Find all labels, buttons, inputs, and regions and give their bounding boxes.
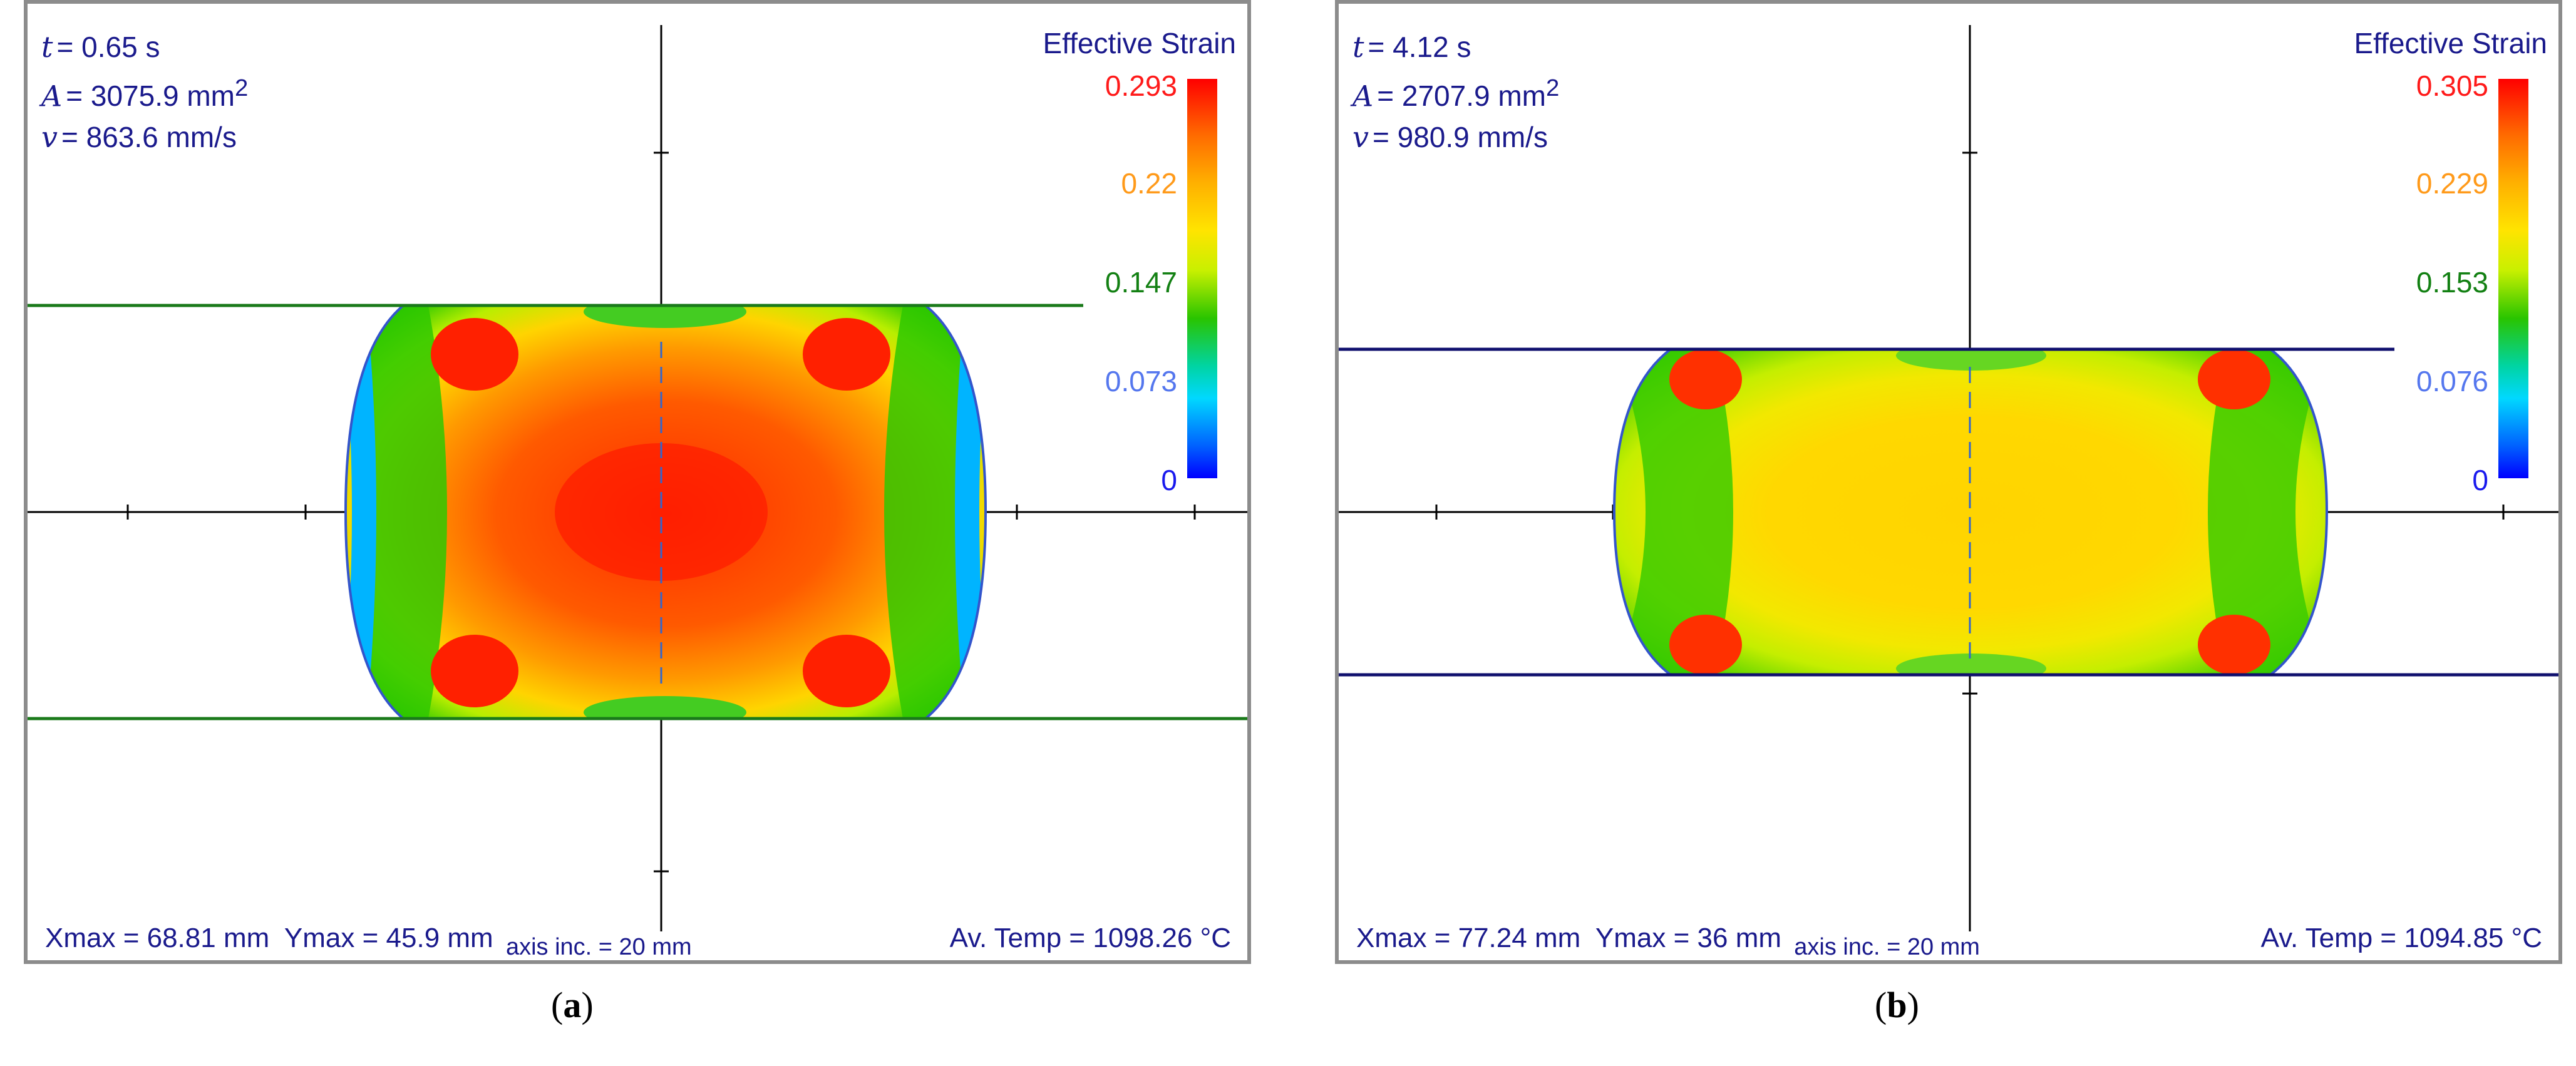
time-readout: t = 4.12 s <box>1352 30 1471 64</box>
colorbar <box>1187 79 1217 478</box>
strain-field-plot-a <box>28 25 1247 931</box>
ymax-readout: Ymax = 36 mm <box>1595 923 1782 953</box>
axis-increment: axis inc. = 20 mm <box>505 934 692 960</box>
velocity-readout: v = 980.9 mm/s <box>1352 120 1548 155</box>
extent-readout-a: Xmax = 68.81 mm Ymax = 45.9 mm axis inc.… <box>45 923 692 960</box>
strain-field-plot-b <box>1339 25 2558 931</box>
extent-readout-b: Xmax = 77.24 mm Ymax = 36 mm axis inc. =… <box>1356 923 1980 960</box>
xmax-readout: Xmax = 68.81 mm <box>45 923 270 953</box>
colorbar-label: 0.147 <box>1105 266 1177 299</box>
caption-a: (a) <box>551 985 594 1025</box>
axis-ticks-a <box>126 151 1196 873</box>
avg-temp-readout: Av. Temp = 1094.85 °C <box>2260 923 2542 953</box>
colorbar-label: 0.305 <box>2416 69 2488 102</box>
area-readout: A = 3075.9 mm2 <box>41 74 249 113</box>
colorbar-label: 0.076 <box>2416 365 2488 397</box>
colorbar-label: 0 <box>2472 464 2488 496</box>
simulation-panel-a: t = 0.65 s A = 3075.9 mm2 v = 863.6 mm/s Ef… <box>24 0 1251 964</box>
avg-temp-readout: Av. Temp = 1098.26 °C <box>949 923 1231 953</box>
caption-b: (b) <box>1875 985 1919 1025</box>
xmax-readout: Xmax = 77.24 mm <box>1356 923 1581 953</box>
process-info-a: t = 0.65 s A = 3075.9 mm2 v = 863.6 mm/s <box>41 26 248 158</box>
colorbar-label: 0.22 <box>1121 167 1177 200</box>
colorbar <box>2498 79 2528 478</box>
colorbar-label: 0.073 <box>1105 365 1177 397</box>
process-info-b: t = 4.12 s A = 2707.9 mm2 v = 980.9 mm/s <box>1352 26 1559 158</box>
area-readout: A = 2707.9 mm2 <box>1352 74 1560 113</box>
workpiece-b <box>1614 349 2327 675</box>
colorbar-label: 0.293 <box>1105 69 1177 102</box>
colorbar-label: 0.229 <box>2416 167 2488 200</box>
colorbar-title: Effective Strain <box>1043 27 1236 59</box>
time-readout: t = 0.65 s <box>41 30 160 64</box>
colorbar-label: 0.153 <box>2416 266 2488 299</box>
simulation-panel-b: t = 4.12 s A = 2707.9 mm2 v = 980.9 mm/s Ef… <box>1335 0 2562 964</box>
axis-increment: axis inc. = 20 mm <box>1794 934 1980 960</box>
colorbar-title: Effective Strain <box>2354 27 2547 59</box>
colorbar-label: 0 <box>1161 464 1177 496</box>
ymax-readout: Ymax = 45.9 mm <box>284 923 493 953</box>
velocity-readout: v = 863.6 mm/s <box>41 120 237 155</box>
workpiece-a <box>346 305 986 719</box>
